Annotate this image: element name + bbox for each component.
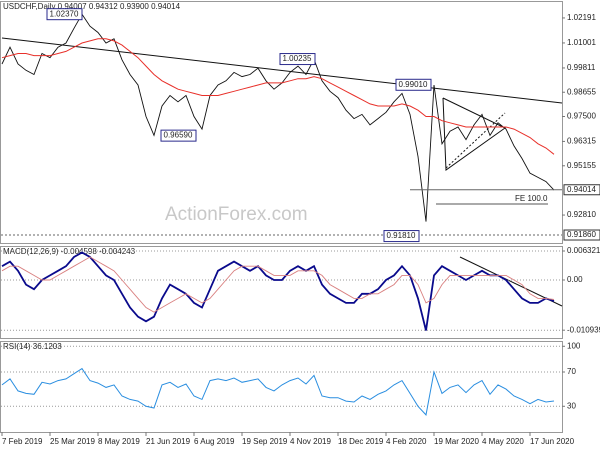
- y-tick-label: 0.98655: [567, 87, 596, 96]
- watermark: ActionForex.com: [165, 204, 308, 225]
- annotation-label: 0.99010: [399, 80, 428, 89]
- price-panel: [0, 1, 563, 244]
- y-tick-label: 0.95155: [567, 161, 596, 170]
- rsi-title: RSI(14) 36.1203: [3, 342, 62, 351]
- annotation-box: [395, 78, 432, 91]
- x-tick-label: 6 Aug 2019: [194, 437, 235, 446]
- x-tick-label: 7 Feb 2019: [2, 437, 43, 446]
- y-tick-label: 0.006321: [567, 246, 600, 255]
- x-tick-label: 21 Jun 2019: [146, 437, 191, 446]
- series-line: [1, 251, 555, 331]
- marker-label: 0.94014: [567, 185, 596, 194]
- fe-label: FE 100.0: [515, 194, 548, 203]
- macd-panel: [0, 246, 563, 339]
- x-tick-label: 18 Dec 2019: [338, 437, 384, 446]
- annotation-box: [279, 53, 316, 66]
- y-tick-label: 30: [567, 401, 576, 410]
- y-tick-label: 100: [567, 341, 581, 350]
- y-tick-label: 1.01001: [567, 38, 596, 47]
- y-tick-label: 0.99811: [567, 63, 596, 72]
- series-line: [1, 367, 555, 416]
- x-tick-label: 25 Mar 2019: [50, 437, 95, 446]
- macd-trendline: [459, 256, 563, 307]
- y-tick-label: 70: [567, 367, 576, 376]
- y-tick-label: 0.96315: [567, 137, 596, 146]
- series-line: [1, 13, 555, 222]
- y-tick-label: 0.97500: [567, 112, 596, 121]
- chart-title: USDCHF,Daily 0.94007 0.94312 0.93900 0.9…: [3, 2, 181, 11]
- annotation-box: [46, 8, 83, 21]
- x-tick-label: 4 Feb 2020: [386, 437, 427, 446]
- x-tick-label: 4 May 2020: [482, 437, 524, 446]
- series-line: [1, 38, 555, 155]
- marker-box: [563, 184, 600, 196]
- annotation-label: 1.00235: [283, 54, 312, 63]
- series-line: [1, 256, 555, 313]
- triangle-mid: [445, 112, 506, 169]
- annotation-label: 0.96590: [164, 131, 193, 140]
- x-tick-label: 4 Nov 2019: [290, 437, 331, 446]
- trendline: [1, 37, 563, 104]
- annotation-label: 0.91810: [387, 231, 416, 240]
- rsi-panel: [0, 341, 563, 433]
- macd-title: MACD(12,26,9) -0.004598 -0.004243: [3, 247, 136, 256]
- x-tick-label: 19 Mar 2020: [434, 437, 479, 446]
- annotation-box: [383, 230, 420, 243]
- triangle: [442, 97, 506, 171]
- annotation-box: [160, 129, 197, 142]
- x-tick-label: 17 Jun 2020: [530, 437, 575, 446]
- y-tick-label: 0.92810: [567, 210, 596, 219]
- y-tick-label: 0.00: [567, 275, 583, 284]
- marker-label: 0.91860: [567, 230, 596, 239]
- x-tick-label: 8 May 2019: [98, 437, 140, 446]
- y-tick-label: -0.010939: [567, 325, 600, 334]
- marker-box: [563, 229, 600, 241]
- annotation-label: 1.02370: [50, 9, 79, 18]
- x-tick-label: 19 Sep 2019: [242, 437, 288, 446]
- y-tick-label: 1.02191: [567, 13, 596, 22]
